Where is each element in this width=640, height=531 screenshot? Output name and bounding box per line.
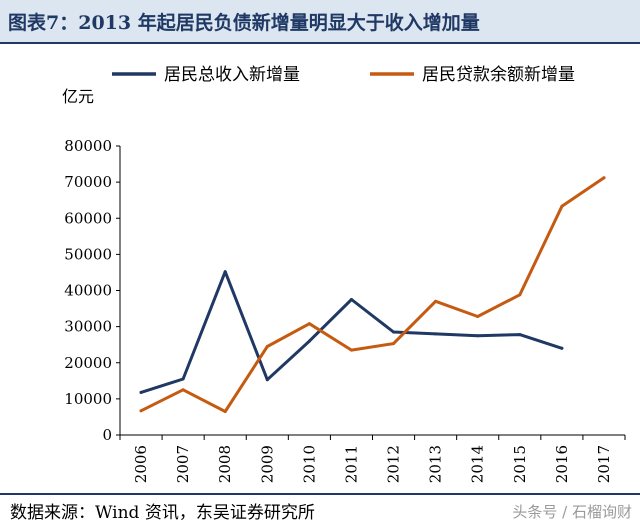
y-tick-label: 20000 [64,354,112,372]
data-point-series-2 [350,348,353,352]
legend-label-1: 居民总收入新增量 [164,65,300,85]
data-point-series-1 [350,298,353,301]
y-tick-label: 40000 [64,282,112,300]
footer-rule [0,493,640,495]
y-tick-label: 30000 [64,318,112,336]
data-point-series-1 [181,377,185,381]
series-line-2 [139,176,606,413]
x-tick-label: 2012 [385,445,403,483]
x-tick-label: 2006 [132,445,150,483]
y-tick-label: 0 [102,426,112,444]
y-tick-label: 80000 [64,137,112,155]
data-source: 数据来源：Wind 资讯，东吴证券研究所 [10,503,315,523]
data-point-series-1 [265,378,269,382]
data-point-series-2 [307,322,311,326]
series-line-1 [139,270,564,394]
x-tick-label: 2017 [595,445,613,483]
x-tick-label: 2013 [427,445,445,483]
legend: 居民总收入新增量 居民贷款余额新增量 [112,65,575,85]
data-point-series-2 [139,409,143,413]
title-rule [0,42,640,44]
x-tick-label: 2015 [511,445,529,483]
chart-title: 图表7：2013 年起居民负债新增量明显大于收入增加量 [8,12,480,34]
data-point-series-1 [392,330,395,334]
x-tick-label: 2016 [553,445,571,483]
data-point-series-1 [223,270,227,274]
watermark-text: 头条号 / 石榴询财 [512,503,632,521]
data-point-series-2 [518,293,522,297]
data-point-series-2 [181,388,185,392]
data-point-series-2 [265,345,269,348]
x-tick-label: 2008 [216,445,234,483]
x-tick-label: 2014 [469,445,487,483]
title-bar: 图表7：2013 年起居民负债新增量明显大于收入增加量 [0,0,640,42]
data-point-series-2 [560,204,564,208]
line-chart: 亿元 居民总收入新增量 居民贷款余额新增量 0 10000 20000 30000 400… [62,65,626,483]
x-tick-label: 2010 [300,445,318,483]
y-axis-unit-label: 亿元 [62,87,94,106]
x-tick-label: 2009 [258,445,276,483]
data-point-series-2 [223,410,227,413]
legend-label-2: 居民贷款余额新增量 [422,65,575,85]
data-point-series-1 [434,332,438,336]
y-tick-label: 60000 [64,209,112,227]
data-point-series-2 [392,342,395,346]
data-point-series-1 [139,390,143,394]
data-point-series-2 [434,299,438,303]
x-tick-label: 2011 [342,445,360,483]
x-tick-label: 2007 [174,445,192,483]
y-tick-label: 10000 [64,390,112,408]
axes: 0 10000 20000 30000 40000 50000 60000 70000 8000… [64,137,626,483]
data-point-series-2 [476,315,480,318]
data-point-series-1 [560,346,564,350]
y-tick-label: 70000 [64,173,112,191]
data-point-series-1 [476,334,480,338]
data-point-series-2 [602,176,606,180]
series-layer [139,176,606,413]
data-point-series-1 [307,339,311,343]
y-tick-label: 50000 [64,245,112,263]
data-point-series-1 [518,333,522,337]
